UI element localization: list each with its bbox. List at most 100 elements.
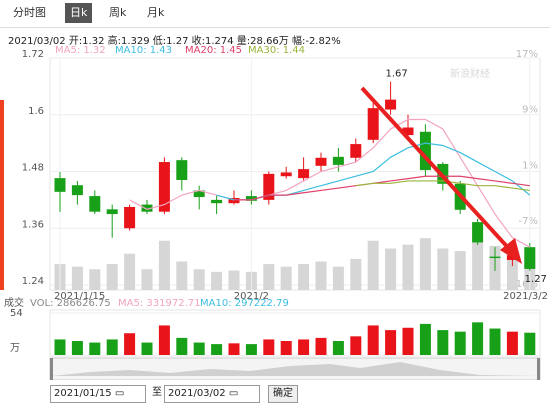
annotation: 1.67: [385, 69, 407, 80]
divider: [0, 27, 550, 28]
navigator-handle[interactable]: [537, 358, 540, 380]
candle-body: [106, 209, 118, 215]
volume-bar: [176, 337, 188, 355]
candle-body: [158, 162, 170, 212]
tab[interactable]: 周k: [109, 6, 127, 19]
ma-line: [234, 175, 530, 201]
candle-body: [419, 131, 431, 171]
candle-body: [71, 185, 83, 196]
tab[interactable]: 分时图: [13, 6, 46, 19]
volume-bar: [245, 344, 257, 355]
candle-body: [141, 204, 153, 212]
volume-overlay-bar: [193, 269, 205, 290]
volume-bar: [385, 330, 397, 355]
info-line: 2021/03/02 开:1.32 高:1.329 低:1.27 收:1.274…: [8, 36, 341, 47]
volume-bar: [472, 322, 484, 355]
volume-overlay-bar: [280, 266, 292, 290]
candle-body: [367, 108, 379, 140]
volume-overlay-bar: [472, 235, 484, 290]
candle-body: [263, 173, 275, 200]
tab[interactable]: 月k: [147, 6, 165, 19]
separator: 至: [152, 387, 162, 398]
volume-overlay-bar: [141, 269, 153, 290]
volume-bar: [124, 333, 136, 355]
y-tick-label: 1.72: [22, 49, 44, 60]
volume-frame: [49, 309, 541, 357]
y2-tick-label: 17%: [516, 49, 538, 60]
candle-body: [402, 127, 414, 136]
candle-body: [124, 206, 136, 229]
volume-overlay-bar: [263, 264, 275, 290]
volume-overlay-bar: [298, 264, 310, 290]
volume-overlay-bar: [506, 251, 518, 290]
volume-overlay-bar: [385, 248, 397, 290]
date-to: 2021/03/02: [168, 388, 226, 399]
chart: 新浪财经 MA5: 1.32 MA10: 1.43 MA20: 1.45 MA30: …: [0, 45, 548, 380]
volume-bar: [402, 327, 414, 355]
candle-body: [472, 222, 484, 243]
plot-frame: [49, 57, 541, 291]
candle-body: [298, 169, 310, 179]
x-tick-label: 2021/1/15: [54, 291, 105, 302]
volume-legend: VOL: 286626.75: [30, 298, 111, 309]
x-tick-label: 2021/2: [234, 291, 269, 302]
date-from: 2021/01/15: [54, 388, 112, 399]
volume-overlay-bar: [211, 271, 223, 290]
volume-bar: [106, 339, 118, 355]
volume-bar: [437, 330, 449, 355]
volume-bar: [141, 342, 153, 355]
volume-bar: [228, 343, 240, 355]
volume-bar: [298, 339, 310, 355]
volume-bar: [158, 325, 170, 355]
side-strip: [0, 100, 4, 290]
candle-body: [332, 156, 344, 165]
volume-bar: [506, 331, 518, 355]
y-tick-label: 1.36: [22, 219, 44, 230]
volume-overlay-bar: [228, 270, 240, 290]
watermark: 新浪财经: [450, 67, 490, 80]
candle-body: [350, 144, 362, 158]
candle-body: [385, 99, 397, 110]
confirm-button[interactable]: 确定: [268, 385, 298, 403]
y-tick-label: 1.6: [28, 106, 44, 117]
volume-bar: [419, 323, 431, 355]
volume-bar: [211, 344, 223, 355]
ma-line: [355, 180, 530, 192]
volume-overlay-bar: [454, 251, 466, 290]
volume-bar: [263, 339, 275, 355]
volume-tick-label: 54: [10, 308, 23, 319]
volume-bar: [332, 341, 344, 355]
candle-body: [315, 157, 327, 166]
volume-overlay-bar: [158, 240, 170, 290]
volume-bar: [367, 325, 379, 355]
candle-body: [176, 160, 188, 181]
legend-entry: MA5: 1.32: [55, 45, 106, 56]
volume-bar: [54, 339, 66, 355]
volume-overlay-bar: [350, 258, 362, 290]
candle-body: [228, 197, 240, 204]
arrow: [360, 86, 514, 254]
date-input[interactable]: 2021/03/02 ▭: [164, 385, 260, 403]
x-tick-label: 2021/3/2: [503, 291, 548, 302]
volume-overlay-bar: [89, 269, 101, 290]
candle-body: [211, 199, 223, 204]
volume-overlay-bar: [176, 261, 188, 290]
volume-bar: [489, 328, 501, 355]
volume-bar: [524, 332, 536, 355]
candle-body: [280, 172, 292, 177]
volume-bar: [71, 341, 83, 355]
volume-bar: [350, 336, 362, 355]
volume-overlay-bar: [124, 253, 136, 290]
navigator-handle[interactable]: [50, 358, 53, 380]
volume-bar: [454, 331, 466, 355]
date-input[interactable]: 2021/01/15 ▭: [50, 385, 146, 403]
navigator-area: [52, 362, 538, 376]
candle-body: [524, 247, 536, 269]
volume-bar: [280, 341, 292, 355]
volume-legend: MA10: 297222.79: [200, 298, 289, 309]
volume-bar: [89, 342, 101, 355]
y-tick-label: 1.48: [22, 163, 44, 174]
candle-body: [54, 178, 66, 192]
tab-active[interactable]: 日k: [65, 3, 93, 23]
